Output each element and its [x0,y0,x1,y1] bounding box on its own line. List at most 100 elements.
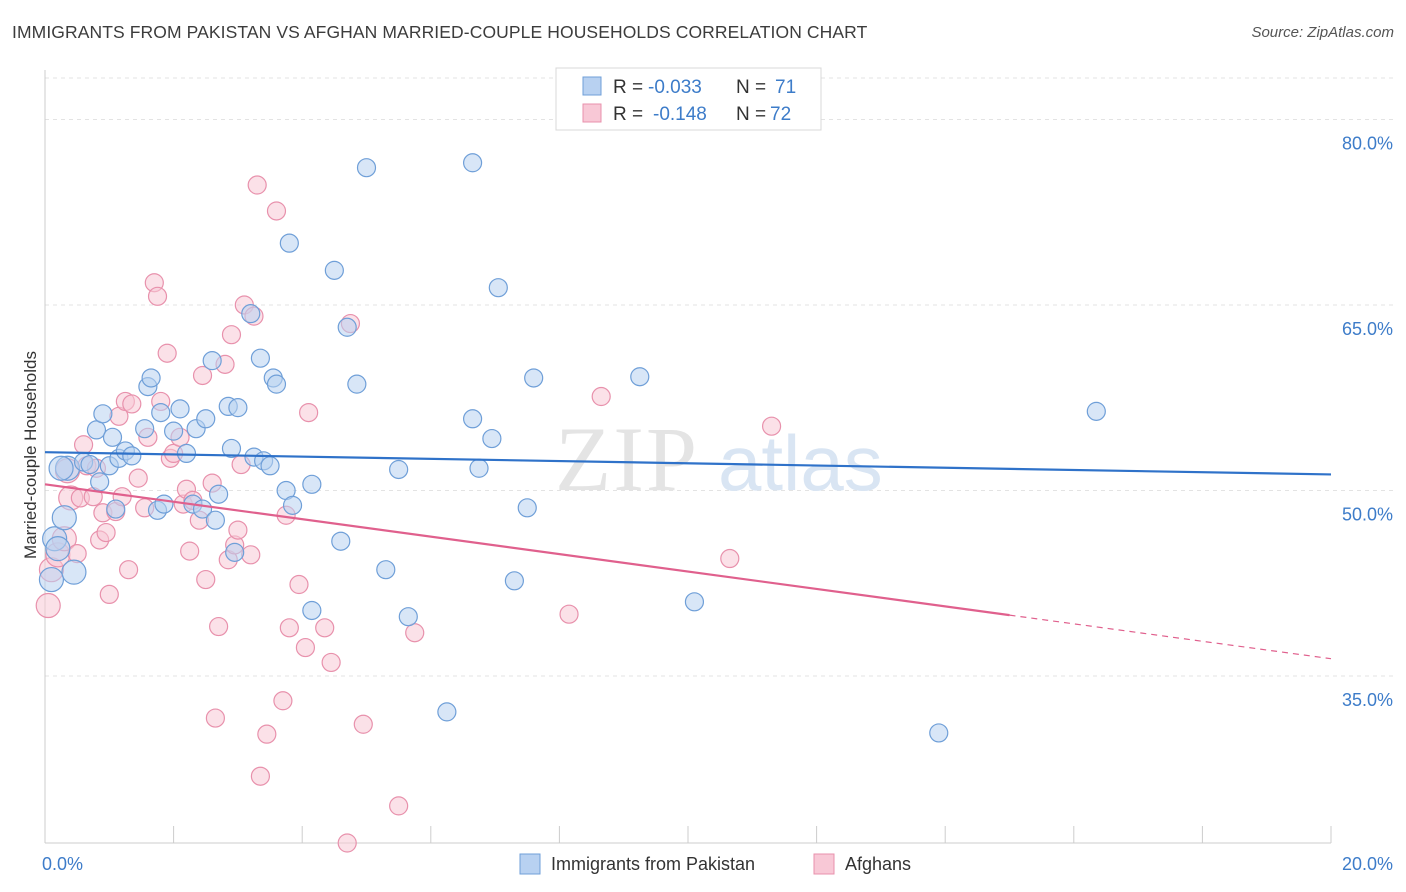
afghan-point-6 [67,543,87,564]
watermark-zip: ZIP [555,408,699,510]
afghan-point-22 [128,468,148,488]
source-label: Source: ZipAtlas.com [1251,24,1394,41]
pakistan-point-66 [630,367,650,387]
legend-r-label-afghan: R = [613,104,643,125]
pakistan-point-9 [90,472,110,492]
pakistan-point-52 [347,374,367,394]
pakistan-point-62 [488,278,508,298]
afghan-point-57 [279,618,299,638]
pakistan-point-8 [86,420,107,440]
legend-r-value-pakistan: -0.033 [648,77,702,98]
pakistan-point-29 [196,409,216,429]
y-tick-label-2: 65.0% [1342,319,1393,339]
legend-swatch-afghan [582,103,602,123]
afghan-point-65 [353,714,373,734]
pakistan-point-23 [164,421,184,441]
pakistan-point-58 [462,409,483,429]
pakistan-point-39 [250,348,271,368]
pakistan-point-35 [225,542,245,562]
pakistan-point-17 [135,419,155,439]
axes [44,70,1332,844]
chart-title: IMMIGRANTS FROM PAKISTAN VS AFGHAN MARRI… [12,22,868,42]
pakistan-point-65 [524,368,544,388]
pakistan-point-68 [929,723,949,743]
pakistan-point-32 [209,484,229,504]
pakistan-point-30 [202,351,222,371]
bottom-legend-label-afghan: Afghans [845,854,911,874]
afghan-point-34 [180,541,200,561]
afghan-trend-line [44,483,1010,617]
afghan-point-14 [96,522,116,543]
afghan-point-20 [118,560,139,580]
afghan-point-49 [241,545,261,565]
afghan-point-0 [35,592,61,619]
afghan-point-37 [192,365,213,386]
pakistan-point-13 [106,499,126,519]
bottom-legend-swatch-pakistan [519,853,541,875]
pakistan-point-43 [266,374,287,394]
afghan-point-51 [247,175,267,195]
afghan-point-55 [273,691,293,711]
pakistan-point-56 [398,607,418,627]
pakistan-point-59 [462,153,483,173]
pakistan-point-45 [279,233,299,253]
afghan-point-40 [205,708,225,728]
afghan-point-67 [405,623,425,643]
pakistan-points [38,153,1106,743]
pakistan-point-37 [241,304,261,324]
watermark: ZIP atlas [555,408,883,510]
pakistan-point-3 [51,505,77,531]
y-axis-title: Married-couple Households [21,351,40,559]
afghan-point-70 [720,548,740,569]
afghan-point-58 [289,574,309,595]
afghan-point-8 [73,435,94,455]
pakistan-point-69 [1086,401,1106,421]
afghan-point-71 [761,416,782,436]
pakistan-point-41 [260,456,280,476]
pakistan-point-5 [61,559,87,585]
afghan-point-26 [147,286,168,306]
pakistan-point-61 [482,428,502,449]
pakistan-point-53 [356,158,377,178]
afghan-point-28 [157,343,177,363]
legend-n-label-afghan: N = [736,104,766,125]
pakistan-point-55 [389,459,409,480]
pakistan-trend-line [44,451,1332,476]
pakistan-point-34 [221,438,242,459]
afghan-point-54 [266,201,287,221]
legend-r-value-afghan: -0.148 [653,104,707,125]
pakistan-point-60 [469,458,489,478]
afghan-point-69 [591,386,611,407]
pakistan-point-2 [45,536,71,562]
afghan-point-52 [250,766,271,786]
pakistan-point-25 [176,443,197,464]
pakistan-point-22 [154,494,174,514]
y-tick-label-1: 50.0% [1342,505,1393,525]
pakistan-point-48 [302,600,322,621]
gridlines [45,77,1393,677]
afghan-point-62 [321,652,341,673]
pakistan-point-31 [205,510,225,530]
afghan-points [35,175,782,853]
pakistan-point-51 [337,317,357,337]
pakistan-point-10 [93,404,113,424]
y-tick-label-3: 80.0% [1342,133,1393,153]
watermark-atlas: atlas [718,419,883,507]
legend-r-label-pakistan: R = [613,77,643,98]
pakistan-point-64 [517,498,537,518]
pakistan-point-7 [80,454,100,475]
afghan-point-61 [315,618,335,638]
pakistan-point-67 [684,592,705,612]
legend-n-label-pakistan: N = [736,77,766,98]
pakistan-point-19 [141,368,161,388]
y-tick-label-0: 35.0% [1342,690,1393,710]
pakistan-point-24 [170,399,190,419]
afghan-point-63 [337,833,357,853]
pakistan-point-46 [282,495,303,515]
tick-labels: 35.0% 50.0% 65.0% 80.0% 0.0% 20.0% [42,133,1393,874]
afghan-point-66 [389,796,409,816]
bottom-legend-label-pakistan: Immigrants from Pakistan [551,854,755,874]
pakistan-point-12 [102,427,123,447]
legend-top: R = -0.033 N = 71 R = -0.148 N = 72 [555,67,822,131]
pakistan-point-36 [228,398,248,418]
